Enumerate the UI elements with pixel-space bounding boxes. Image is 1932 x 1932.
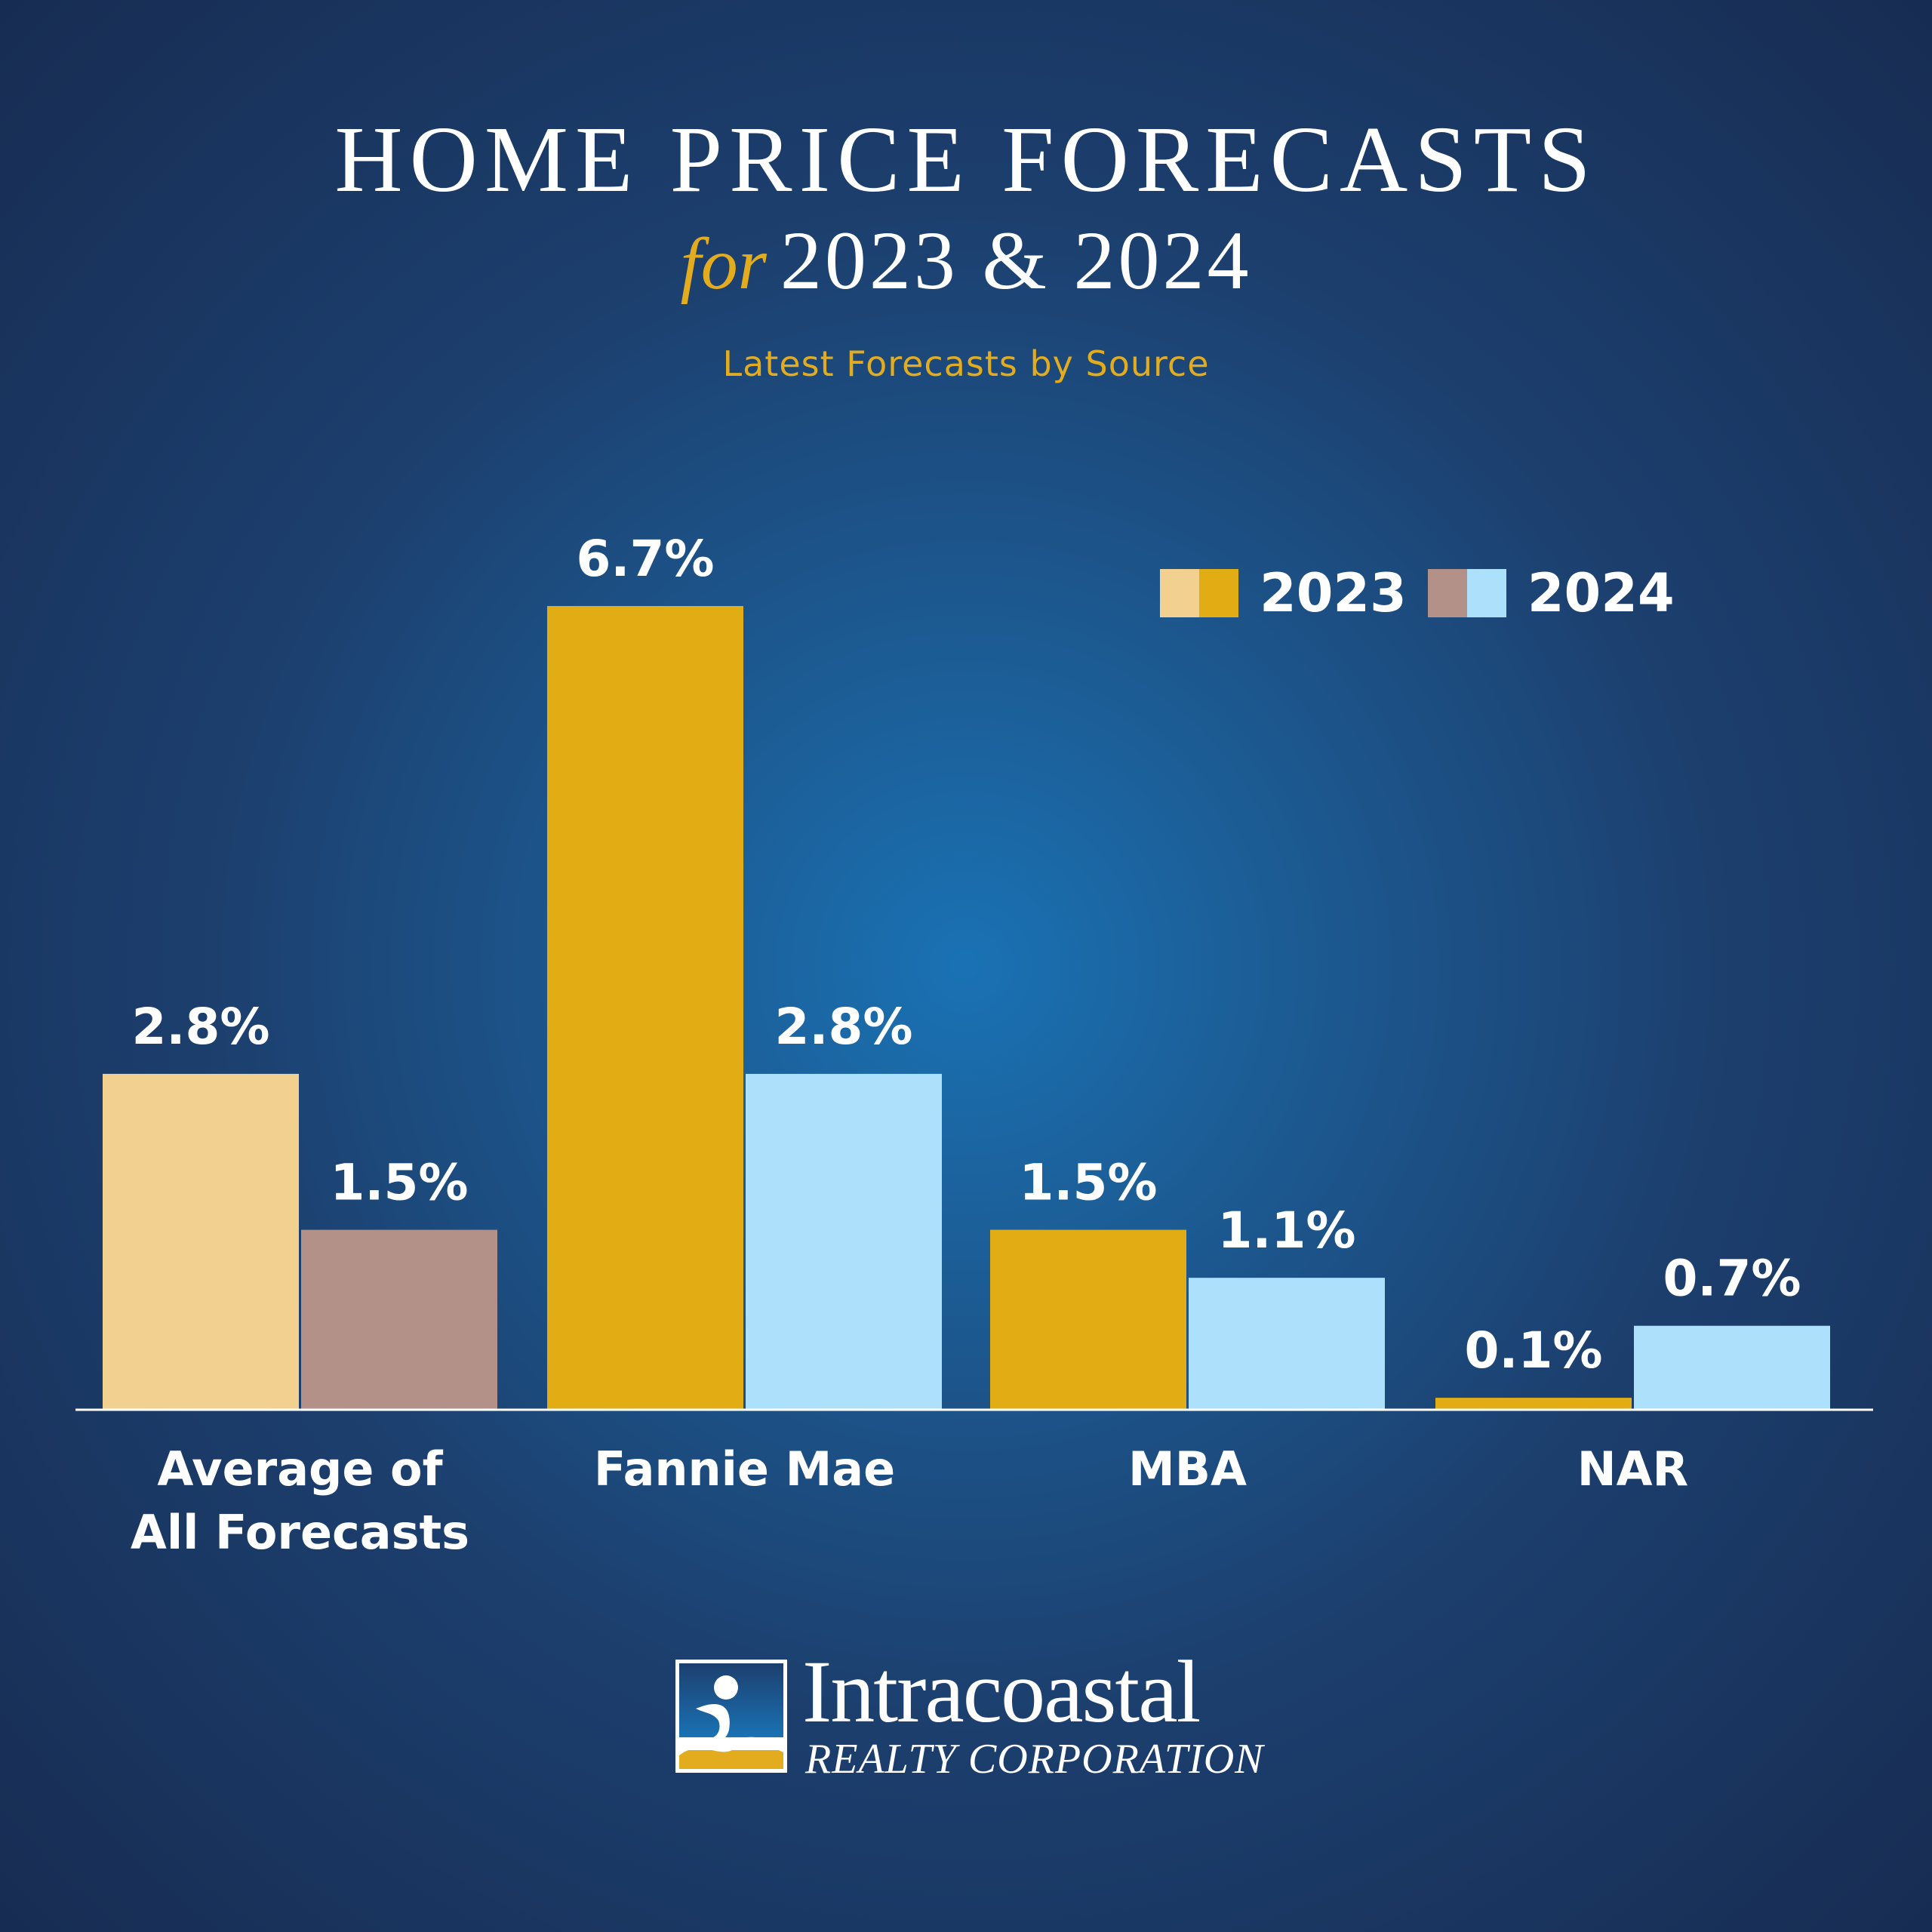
legend-swatch-2023-light xyxy=(1160,569,1199,617)
data-label-2024-1: 2.8% xyxy=(774,998,912,1056)
subtitle-for-word: for xyxy=(680,223,767,305)
chart-tagline: Latest Forecasts by Source xyxy=(722,343,1210,384)
company-logo: Intracoastal REALTY CORPORATION xyxy=(675,1647,1279,1785)
bar-2024-0 xyxy=(301,1229,497,1410)
bar-2023-1 xyxy=(547,606,743,1410)
legend-swatch-2024-dark xyxy=(1466,569,1506,617)
legend-swatch-2023-dark xyxy=(1199,569,1238,617)
legend-label-2024: 2024 xyxy=(1527,562,1675,624)
bar-2024-2 xyxy=(1189,1278,1385,1410)
chart-legend: 2023 2024 xyxy=(1160,562,1696,624)
category-label-2-0: MBA xyxy=(1128,1441,1247,1497)
bar-2023-3 xyxy=(1435,1398,1632,1410)
category-label-3-0: NAR xyxy=(1577,1441,1689,1497)
data-label-2024-0: 1.5% xyxy=(330,1154,468,1212)
logo-mark xyxy=(675,1660,787,1773)
logo-figure-icon xyxy=(679,1675,783,1755)
chart-title: HOME PRICE FORECASTS xyxy=(334,108,1598,212)
data-label-2023-3: 0.1% xyxy=(1464,1321,1602,1380)
bar-2024-3 xyxy=(1634,1325,1830,1410)
bar-2024-1 xyxy=(746,1073,942,1410)
legend-label-2023: 2023 xyxy=(1260,562,1407,624)
logo-company-name: Intracoastal xyxy=(802,1642,1201,1741)
data-label-2023-0: 2.8% xyxy=(131,998,269,1056)
bar-2023-0 xyxy=(103,1073,299,1410)
data-label-2024-2: 1.1% xyxy=(1217,1201,1355,1260)
legend-swatch-2024-light xyxy=(1427,569,1467,617)
data-label-2023-1: 6.7% xyxy=(576,530,714,588)
category-label-0-0: Average of xyxy=(157,1441,443,1497)
subtitle-years: 2023 & 2024 xyxy=(780,214,1252,306)
data-label-2023-2: 1.5% xyxy=(1019,1154,1157,1212)
category-label-0-1: All Forecasts xyxy=(131,1505,469,1560)
logo-company-subtitle: REALTY CORPORATION xyxy=(805,1736,1264,1783)
chart-subtitle: for 2023 & 2024 xyxy=(0,219,1932,302)
data-label-2024-3: 0.7% xyxy=(1663,1250,1801,1308)
bar-2023-2 xyxy=(990,1229,1186,1410)
category-label-1-0: Fannie Mae xyxy=(594,1441,895,1497)
